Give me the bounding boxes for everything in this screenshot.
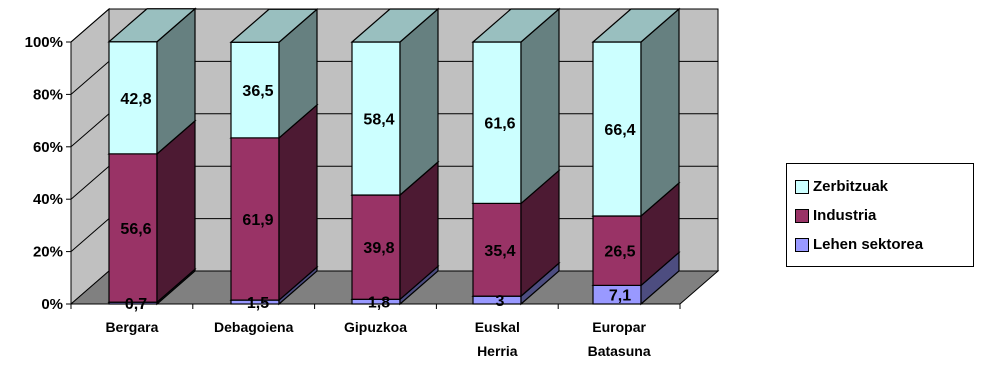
- chart-legend: Zerbitzuak Industria Lehen sektorea: [786, 163, 974, 267]
- x-tick-label: Euskal: [475, 319, 520, 335]
- legend-swatch-lehen-sektorea: [795, 238, 809, 252]
- legend-swatch-industria: [795, 209, 809, 223]
- y-tick-label: 0%: [41, 296, 63, 313]
- legend-label-lehen-sektorea: Lehen sektorea: [813, 236, 923, 253]
- legend-label-industria: Industria: [813, 207, 876, 224]
- y-tick-label: 20%: [33, 244, 63, 261]
- data-label: 35,4: [484, 243, 515, 260]
- legend-item-lehen-sektorea: Lehen sektorea: [795, 230, 973, 259]
- data-label: 61,6: [484, 116, 515, 133]
- data-label: 1,5: [247, 295, 269, 312]
- y-tick-label: 40%: [33, 191, 63, 208]
- x-tick-label: Batasuna: [588, 343, 651, 359]
- data-label: 36,5: [242, 83, 273, 100]
- y-tick-label: 60%: [33, 139, 63, 156]
- bar-segment-side: [279, 105, 317, 300]
- data-label: 58,4: [363, 112, 394, 129]
- bar-segment-side: [521, 9, 559, 203]
- x-tick-label: Herria: [477, 343, 518, 359]
- side-wall: [71, 9, 109, 304]
- data-label: 56,6: [120, 221, 151, 238]
- legend-item-industria: Industria: [795, 201, 973, 230]
- data-label: 0,7: [125, 296, 147, 313]
- data-label: 26,5: [604, 244, 635, 261]
- data-label: 61,9: [242, 212, 273, 229]
- bar-segment-side: [641, 9, 679, 216]
- x-tick-label: Gipuzkoa: [344, 319, 407, 335]
- data-label: 1,8: [368, 295, 390, 312]
- data-label: 42,8: [120, 91, 151, 108]
- legend-item-zerbitzuak: Zerbitzuak: [795, 172, 973, 201]
- x-tick-label: Bergara: [105, 319, 158, 335]
- data-label: 39,8: [363, 240, 394, 257]
- x-tick-label: Debagoiena: [214, 319, 294, 335]
- y-tick-label: 100%: [25, 34, 63, 51]
- data-label: 3: [496, 293, 505, 310]
- legend-swatch-zerbitzuak: [795, 180, 809, 194]
- legend-label-zerbitzuak: Zerbitzuak: [813, 178, 888, 195]
- data-label: 7,1: [609, 288, 631, 305]
- x-tick-label: Europar: [592, 319, 646, 335]
- y-tick-label: 80%: [33, 86, 63, 103]
- data-label: 66,4: [604, 122, 635, 139]
